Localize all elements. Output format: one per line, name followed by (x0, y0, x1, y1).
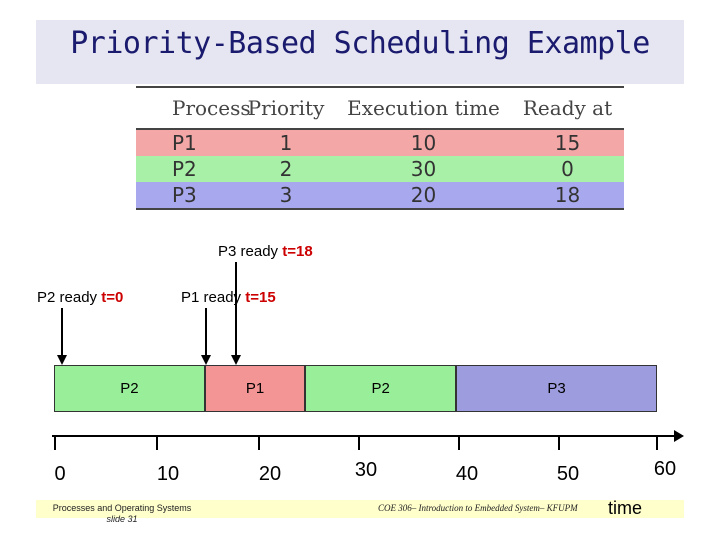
gantt-bar-label: P3 (547, 380, 566, 397)
title-bar: Priority-Based Scheduling Example (36, 20, 684, 84)
p1-ready-text: P1 ready (181, 289, 246, 306)
footer-bar (36, 500, 684, 518)
cell-execution-time: 30 (410, 157, 437, 181)
axis-tick-label: 50 (556, 463, 580, 485)
cell-execution-time: 20 (410, 183, 437, 207)
axis-tick-label: 20 (258, 463, 282, 485)
table-row: P1 1 10 15 (136, 130, 624, 156)
p2-ready-time: t=0 (101, 289, 124, 306)
p1-ready-label: P1 ready t=15 (181, 289, 276, 306)
process-table: Process Priority Execution time Ready at… (136, 86, 624, 210)
axis-tick (358, 436, 360, 450)
axis-label-time: time (608, 498, 643, 518)
cell-process: P1 (172, 131, 197, 155)
header-execution-time: Execution time (347, 96, 500, 120)
footer-course: Processes and Operating Systems slide 31 (42, 503, 202, 525)
gantt-bar-p1: P1 (204, 365, 306, 412)
table-row: P3 3 20 18 (136, 182, 624, 208)
axis-tick (558, 436, 560, 450)
gantt-bar-p2: P2 (305, 365, 456, 412)
footer-slide-number: slide 31 (106, 514, 138, 524)
time-axis (52, 435, 676, 437)
gantt-bar-p2: P2 (54, 365, 205, 412)
header-priority: Priority (247, 96, 325, 120)
footer-course-title: Processes and Operating Systems (52, 503, 192, 513)
axis-tick-label: 10 (156, 463, 180, 485)
cell-ready-at: 15 (554, 131, 581, 155)
ready-arrow-line (61, 308, 63, 356)
cell-ready-at: 0 (561, 157, 574, 181)
ready-arrow-head (57, 355, 67, 365)
p3-ready-time: t=18 (282, 243, 313, 260)
axis-tick (656, 436, 658, 450)
footer-course-code: COE 306– Introduction to Embedded System… (378, 503, 578, 513)
cell-process: P2 (172, 157, 197, 181)
cell-process: P3 (172, 183, 197, 207)
p3-ready-text: P3 ready (218, 243, 283, 260)
header-ready-at: Ready at (522, 96, 613, 120)
axis-tick (54, 436, 56, 450)
cell-priority: 3 (279, 183, 293, 207)
axis-tick (258, 436, 260, 450)
axis-arrow-head (674, 430, 684, 442)
header-process: Process (172, 96, 251, 120)
axis-tick-label: 30 (354, 459, 378, 481)
ready-arrow-line (205, 308, 207, 356)
gantt-bar-label: P2 (120, 380, 139, 397)
gantt-bar-p3: P3 (456, 365, 657, 412)
axis-tick-label: 0 (54, 463, 66, 485)
axis-tick-label: 60 (653, 458, 677, 480)
table-row: P2 2 30 0 (136, 156, 624, 182)
ready-arrow-head (201, 355, 211, 365)
axis-tick (458, 436, 460, 450)
ready-arrow-line (235, 262, 237, 356)
cell-priority: 2 (279, 157, 293, 181)
slide-title: Priority-Based Scheduling Example (70, 26, 650, 61)
p2-ready-text: P2 ready (37, 289, 102, 306)
cell-ready-at: 18 (554, 183, 581, 207)
ready-arrow-head (231, 355, 241, 365)
cell-priority: 1 (279, 131, 293, 155)
table-header-row: Process Priority Execution time Ready at (136, 88, 624, 130)
p2-ready-label: P2 ready t=0 (37, 289, 123, 306)
axis-tick-label: 40 (455, 463, 479, 485)
axis-tick (156, 436, 158, 450)
gantt-bar-label: P1 (245, 380, 265, 397)
gantt-bar-label: P2 (371, 380, 390, 397)
p3-ready-label: P3 ready t=18 (218, 243, 313, 260)
cell-execution-time: 10 (410, 131, 437, 155)
p1-ready-time: t=15 (245, 289, 276, 306)
